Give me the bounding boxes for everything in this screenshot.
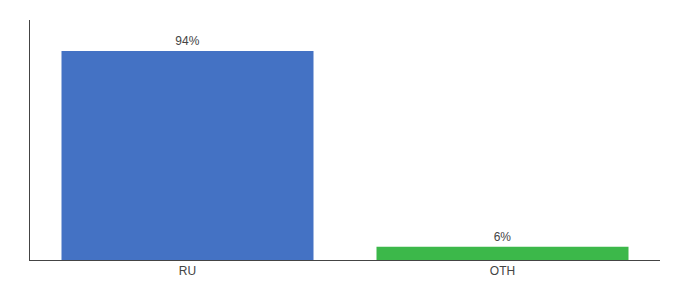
svg-text:RU: RU — [179, 264, 196, 278]
svg-text:6%: 6% — [494, 230, 512, 244]
svg-text:94%: 94% — [175, 34, 199, 48]
svg-text:OTH: OTH — [490, 264, 515, 278]
